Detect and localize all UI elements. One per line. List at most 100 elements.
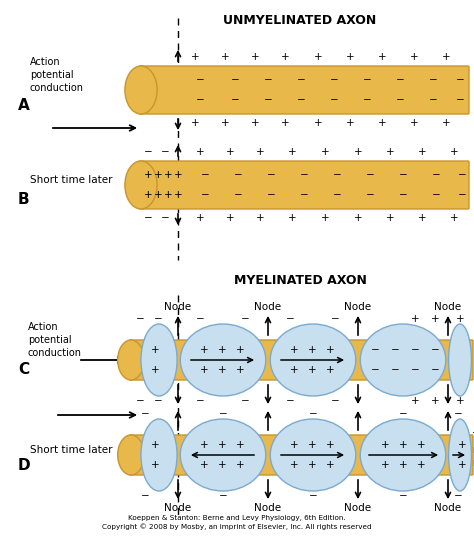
Text: +: + [236, 345, 245, 355]
Text: To
next
node: To next node [472, 432, 474, 468]
Text: −: − [432, 190, 440, 200]
Text: −: − [300, 170, 309, 180]
Text: +: + [173, 190, 182, 200]
Text: −: − [456, 75, 465, 85]
Text: −: − [241, 396, 249, 406]
Text: +: + [164, 170, 173, 180]
Text: −: − [234, 170, 242, 180]
Text: −: − [331, 396, 339, 406]
Text: +: + [226, 147, 234, 157]
Text: +: + [308, 440, 317, 450]
Text: +: + [196, 147, 204, 157]
Text: −: − [430, 365, 439, 375]
Text: −: − [196, 75, 204, 85]
Text: Node: Node [255, 302, 282, 312]
Text: −: − [399, 190, 407, 200]
Text: −: − [396, 95, 404, 105]
Text: +: + [418, 213, 426, 223]
Text: Node: Node [435, 503, 462, 513]
Text: D: D [18, 458, 31, 473]
Text: +: + [450, 147, 458, 157]
Text: +: + [386, 147, 394, 157]
Text: +: + [458, 460, 466, 470]
Text: +: + [326, 460, 335, 470]
Text: +: + [173, 170, 182, 180]
Text: +: + [381, 440, 390, 450]
Text: +: + [326, 440, 335, 450]
Text: −: − [331, 314, 339, 324]
Text: −: − [136, 314, 145, 324]
Text: +: + [251, 52, 259, 62]
Text: +: + [442, 118, 450, 128]
Ellipse shape [125, 66, 157, 114]
Text: −: − [329, 75, 338, 85]
Text: +: + [290, 345, 299, 355]
Ellipse shape [118, 340, 144, 380]
Text: +: + [290, 460, 299, 470]
Text: Node: Node [435, 302, 462, 312]
Text: −: − [297, 75, 305, 85]
Ellipse shape [118, 435, 144, 475]
Text: −: − [309, 491, 318, 501]
Text: +: + [288, 213, 296, 223]
Text: −: − [399, 409, 407, 419]
Text: −: − [309, 409, 318, 419]
Text: +: + [251, 118, 259, 128]
Text: −: − [161, 213, 169, 223]
Text: +: + [221, 118, 229, 128]
Text: +: + [196, 213, 204, 223]
Text: +: + [456, 314, 465, 324]
Text: +: + [399, 440, 408, 450]
Text: −: − [333, 190, 341, 200]
Text: +: + [154, 190, 162, 200]
Text: +: + [378, 118, 386, 128]
Text: −: − [196, 95, 204, 105]
Text: Koeppen & Stanton: Berne and Levy Physiology, 6th Edition.
Copyright © 2008 by M: Koeppen & Stanton: Berne and Levy Physio… [102, 515, 372, 530]
Text: −: − [363, 95, 371, 105]
Text: −: − [154, 396, 163, 406]
Text: −: − [264, 75, 273, 85]
Text: MYELINATED AXON: MYELINATED AXON [234, 274, 366, 287]
Text: −: − [266, 170, 275, 180]
Text: +: + [417, 460, 426, 470]
Text: +: + [290, 365, 299, 375]
Text: −: − [201, 170, 210, 180]
Text: −: − [141, 409, 149, 419]
Text: +: + [191, 52, 199, 62]
Text: −: − [391, 345, 400, 355]
Text: −: − [201, 190, 210, 200]
Ellipse shape [448, 419, 472, 491]
Text: Node: Node [164, 503, 191, 513]
Text: −: − [264, 95, 273, 105]
Text: +: + [144, 190, 152, 200]
Text: Action
potential
conduction: Action potential conduction [28, 322, 82, 358]
Text: +: + [417, 440, 426, 450]
Text: +: + [151, 440, 159, 450]
Text: −: − [234, 190, 242, 200]
Text: +: + [308, 460, 317, 470]
Text: +: + [218, 365, 227, 375]
Text: +: + [378, 52, 386, 62]
Text: +: + [226, 213, 234, 223]
Ellipse shape [125, 161, 157, 209]
Text: +: + [410, 118, 419, 128]
Text: −: − [365, 190, 374, 200]
Text: +: + [346, 52, 354, 62]
Text: −: − [219, 491, 228, 501]
Text: +: + [151, 460, 159, 470]
Text: −: − [456, 95, 465, 105]
Text: −: − [144, 147, 152, 157]
Ellipse shape [141, 419, 177, 491]
Text: +: + [354, 147, 362, 157]
Text: −: − [363, 75, 371, 85]
Text: +: + [281, 52, 289, 62]
Text: −: − [396, 75, 404, 85]
Ellipse shape [360, 419, 446, 491]
Text: +: + [321, 147, 329, 157]
Text: +: + [410, 52, 419, 62]
Text: −: − [457, 190, 466, 200]
Text: +: + [314, 52, 322, 62]
Text: +: + [151, 345, 159, 355]
Text: −: − [428, 75, 438, 85]
Text: +: + [456, 396, 465, 406]
